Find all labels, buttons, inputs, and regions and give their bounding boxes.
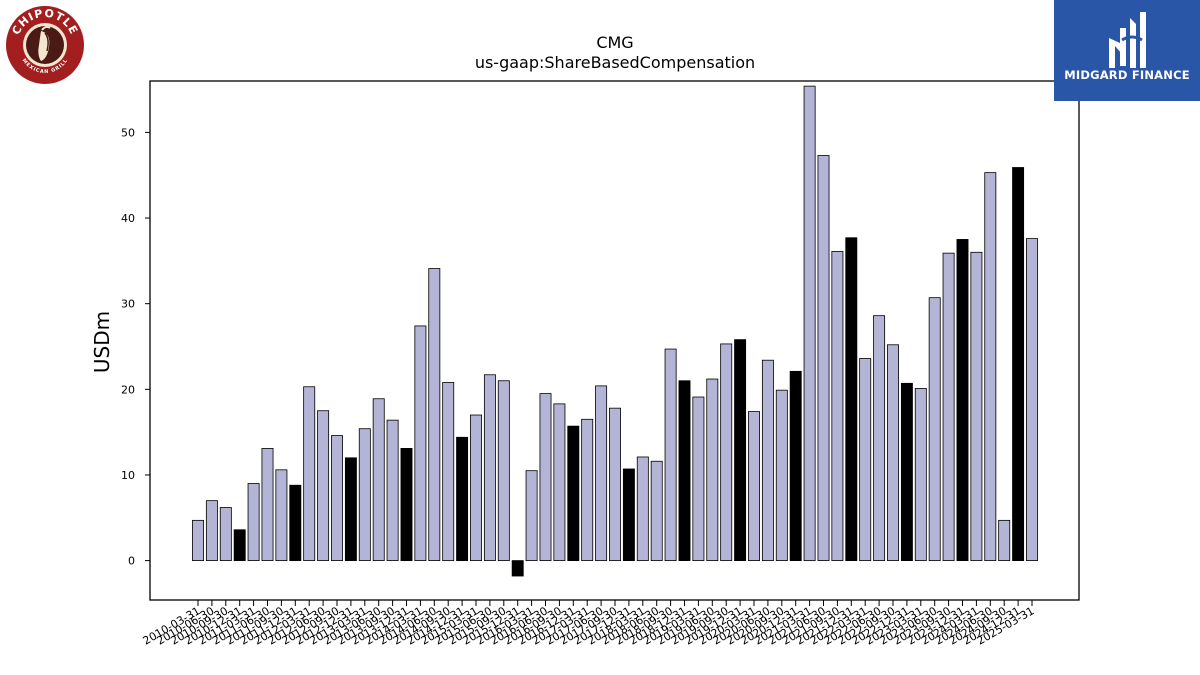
bar-2013-03-31 — [358, 428, 371, 561]
bar-2021-03-31 — [803, 85, 816, 562]
bar-2020-09-30 — [775, 389, 788, 562]
bar-2013-12-31 — [400, 448, 413, 562]
bar-2020-03-31 — [748, 411, 760, 561]
chart-title: CMG — [596, 33, 633, 52]
bar-2018-06-30 — [650, 460, 663, 562]
bar-2018-12-31 — [678, 380, 691, 562]
bar-2017-03-31 — [581, 418, 594, 562]
bar-2010-09-30 — [219, 507, 232, 561]
bar-2018-09-30 — [664, 348, 677, 561]
midgard-mark-icon — [1109, 12, 1146, 68]
bar-2013-09-30 — [386, 419, 399, 562]
bar-2024-06-30 — [984, 172, 997, 562]
bar-2019-12-31 — [734, 339, 747, 562]
bar-2016-06-30 — [539, 393, 552, 562]
bar-2024-12-31 — [1012, 167, 1025, 562]
bar-2018-03-31 — [636, 456, 649, 562]
chipotle-seal-icon: CHIPOTLE MEXICAN GRILL — [6, 6, 84, 84]
bar-2011-12-31 — [289, 484, 302, 562]
bar-2015-03-31 — [470, 414, 482, 562]
bar-2017-12-31 — [622, 468, 635, 562]
bar-2014-09-30 — [442, 382, 455, 562]
bar-2021-09-30 — [831, 251, 844, 562]
bar-2024-09-30 — [998, 519, 1011, 561]
bar-2013-06-30 — [372, 398, 385, 562]
bar-2024-03-31 — [970, 251, 983, 562]
bar-2019-03-31 — [692, 396, 705, 561]
bar-2011-03-31 — [247, 483, 260, 561]
bar-2015-06-30 — [483, 374, 496, 562]
bar-2010-06-30 — [205, 500, 218, 561]
bar-group — [192, 85, 1038, 577]
bar-2022-09-30 — [887, 344, 899, 562]
bar-2023-12-31 — [956, 239, 969, 562]
bar-2010-12-31 — [233, 529, 246, 562]
bar-2023-03-31 — [914, 388, 927, 561]
bar-2025-03-31 — [1026, 238, 1038, 561]
y-tick-label: 30 — [121, 298, 135, 311]
bar-2016-03-31 — [525, 470, 538, 562]
bar-2010-03-31 — [192, 519, 204, 561]
bar-2012-03-31 — [303, 386, 316, 562]
bar-2012-12-31 — [344, 457, 357, 561]
bar-2011-09-30 — [275, 469, 288, 562]
y-tick-label: 20 — [121, 383, 135, 396]
bar-2021-06-30 — [817, 155, 830, 561]
bar-2011-06-30 — [261, 448, 274, 562]
bar-2022-03-31 — [859, 358, 872, 562]
x-axis-ticks: 2010-03-312010-06-302010-09-302010-12-31… — [141, 600, 1037, 648]
bar-2012-09-30 — [331, 435, 343, 561]
midgard-finance-logo: MIDGARD FINANCE — [1054, 0, 1200, 101]
bar-2020-12-31 — [789, 370, 802, 561]
bar-2023-09-30 — [942, 252, 955, 561]
y-tick-label: 50 — [121, 126, 135, 139]
bar-2019-06-30 — [706, 378, 719, 562]
plot-frame — [149, 80, 1080, 601]
bar-2020-06-30 — [761, 359, 774, 562]
bar-2015-09-30 — [497, 380, 510, 562]
bar-2014-12-31 — [456, 436, 469, 562]
chart-subtitle: us-gaap:ShareBasedCompensation — [475, 53, 755, 72]
bar-2016-12-31 — [567, 425, 580, 562]
bar-2014-03-31 — [414, 325, 427, 562]
bar-2023-06-30 — [928, 297, 941, 562]
bar-2022-12-31 — [900, 382, 913, 562]
bar-2012-06-30 — [317, 410, 330, 562]
y-axis-label: USDm — [90, 311, 114, 373]
bar-2017-06-30 — [595, 385, 608, 562]
y-tick-label: 40 — [121, 212, 135, 225]
y-tick-label: 0 — [128, 555, 135, 568]
bar-2017-09-30 — [609, 407, 621, 562]
bar-2021-12-31 — [845, 237, 858, 562]
bar-2015-12-31 — [511, 560, 524, 577]
y-axis-ticks: 0 10 20 30 40 50 — [121, 126, 150, 568]
chipotle-logo: CHIPOTLE MEXICAN GRILL — [5, 5, 85, 85]
y-tick-label: 10 — [121, 469, 135, 482]
bar-2022-06-30 — [873, 315, 886, 562]
bar-2014-06-30 — [428, 268, 441, 562]
bar-2019-09-30 — [720, 343, 733, 562]
bar-2016-09-30 — [553, 403, 566, 562]
midgard-finance-wordmark: MIDGARD FINANCE — [1064, 68, 1190, 82]
